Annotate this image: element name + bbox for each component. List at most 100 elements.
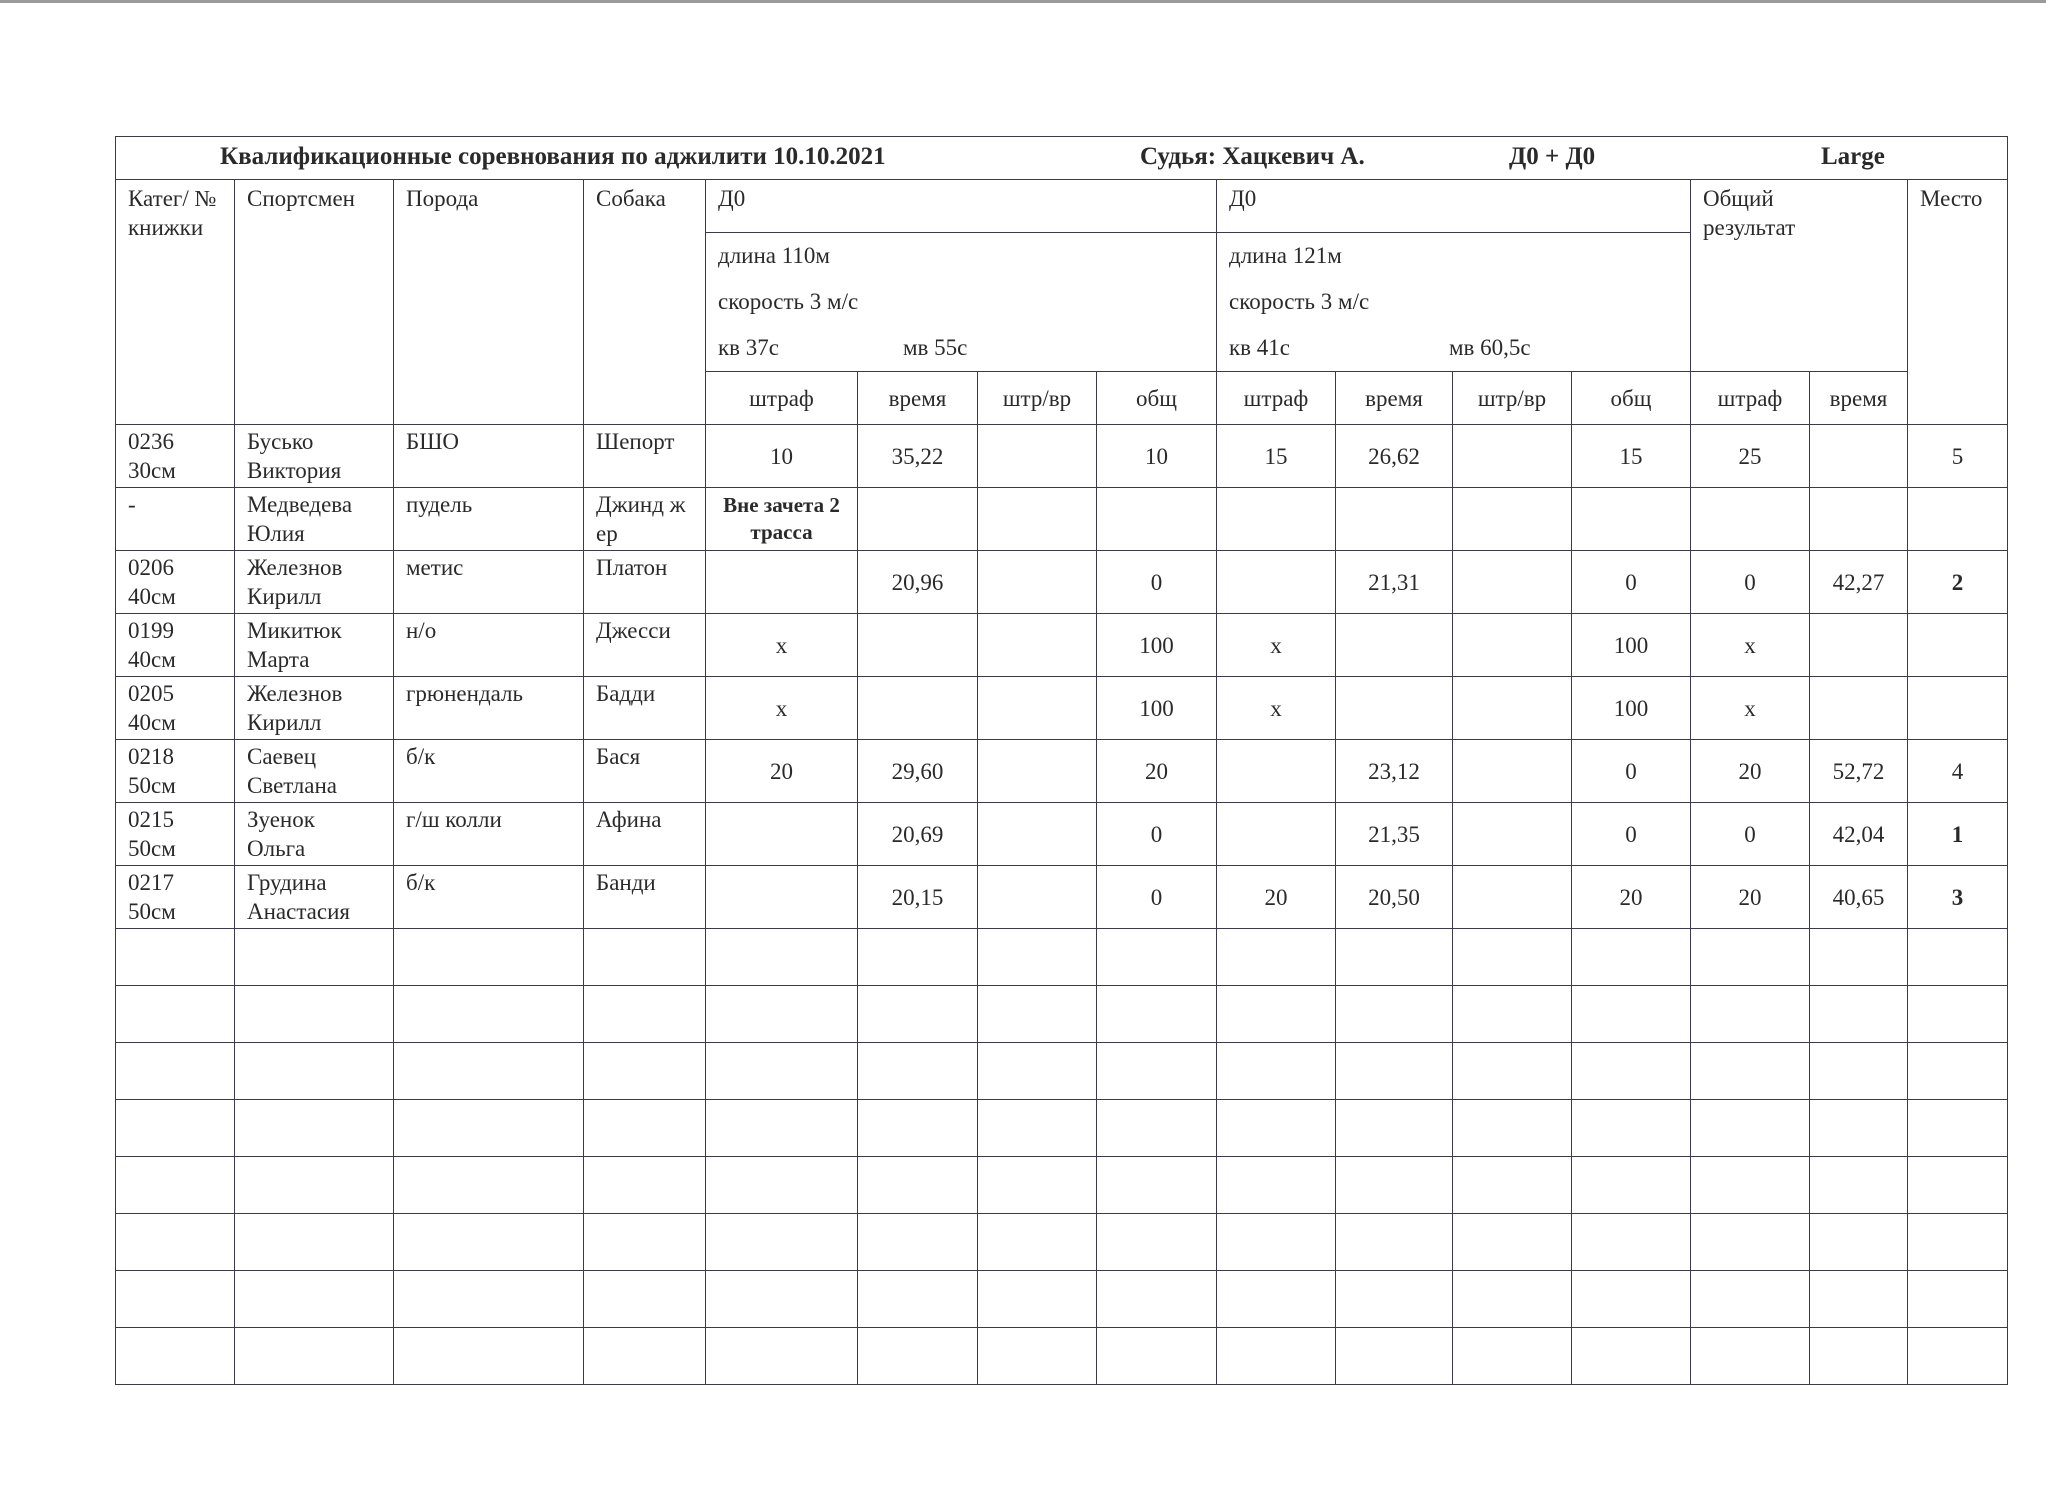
value-cell [1216,802,1336,866]
breed-cell: пудель [393,487,584,551]
athlete-surname: Микитюк [247,618,342,643]
empty-cell [977,1156,1097,1214]
dog-cell: Бася [583,739,706,803]
empty-cell [1809,1042,1908,1100]
value-cell [1571,487,1691,551]
empty-cell [1571,1213,1691,1271]
empty-cell [977,1213,1097,1271]
empty-row [115,1099,2009,1157]
value-cell: 20,96 [857,550,978,614]
empty-cell [234,1213,394,1271]
empty-cell [115,1213,235,1271]
book-number: 0215 [128,807,174,832]
empty-cell [1571,1042,1691,1100]
empty-cell [234,1327,394,1385]
results-table: Квалификационные соревнования по аджилит… [114,136,2009,1385]
empty-cell [1906,1042,2009,1100]
empty-cell [583,1156,706,1214]
table-row: 0217 50см Грудина Анастасия б/к Банди 20,15 0 20… [115,865,2009,929]
empty-row [115,1270,2009,1328]
value-cell [857,613,978,677]
empty-cell [705,1099,858,1157]
empty-cell [115,985,235,1043]
athlete-firstname: Кирилл [247,584,322,609]
empty-cell [1216,1270,1336,1328]
empty-cell [1335,928,1453,986]
value-cell [1452,676,1572,740]
value-cell [1452,739,1572,803]
empty-cell [393,985,584,1043]
value-cell: x [1690,676,1810,740]
athlete-surname: Зуенок [247,807,315,832]
height-category: 50см [128,899,176,924]
value-cell [1690,487,1810,551]
value-cell: 0 [1096,865,1217,929]
run2-speed: скорость 3 м/с [1229,289,1370,314]
value-cell: 100 [1096,676,1217,740]
height-category: 40см [128,647,176,672]
empty-cell [1096,1270,1217,1328]
value-cell: 20,50 [1335,865,1453,929]
empty-cell [1906,1327,2009,1385]
empty-cell [583,1327,706,1385]
value-cell [977,613,1097,677]
dog-cell: Шепорт [583,424,706,488]
athlete-firstname: Юлия [247,521,305,546]
table-row: - Медведева Юлия пудель Джинд жер Вне зачета … [115,487,2009,551]
empty-cell [1571,1270,1691,1328]
empty-cell [1690,1042,1810,1100]
empty-cell [1690,928,1810,986]
breed-cell: б/к [393,739,584,803]
empty-cell [1809,1099,1908,1157]
empty-cell [1335,1213,1453,1271]
value-cell [1216,550,1336,614]
value-cell [977,802,1097,866]
empty-cell [234,1156,394,1214]
value-cell [1452,613,1572,677]
empty-cell [583,1099,706,1157]
col-total: Общий результат [1690,179,1908,372]
value-cell: 15 [1216,424,1336,488]
value-cell [857,487,978,551]
empty-cell [1690,1327,1810,1385]
value-cell: 0 [1096,802,1217,866]
height-category: 40см [128,584,176,609]
value-cell [1809,424,1908,488]
empty-cell [1452,1156,1572,1214]
empty-cell [393,1213,584,1271]
category-cell: 0199 40см [115,613,235,677]
empty-cell [857,1156,978,1214]
empty-cell [393,1156,584,1214]
empty-row [115,928,2009,986]
empty-row [115,985,2009,1043]
breed-cell: б/к [393,865,584,929]
empty-cell [115,1270,235,1328]
dog-cell: Бадди [583,676,706,740]
empty-cell [1906,1156,2009,1214]
value-cell: 0 [1571,802,1691,866]
empty-cell [234,985,394,1043]
value-cell [1452,802,1572,866]
athlete-cell: Железнов Кирилл [234,676,394,740]
col-place: Место [1906,179,2009,425]
empty-cell [583,985,706,1043]
run1-mv: мв 55с [903,335,968,360]
empty-cell [1809,1213,1908,1271]
value-cell: 0 [1690,802,1810,866]
judge: Судья: Хацкевич А. [1140,143,1365,170]
empty-row [115,1327,2009,1385]
dog-cell: Джесси [583,613,706,677]
empty-cell [1216,1327,1336,1385]
book-number: - [128,492,136,517]
empty-cell [583,1213,706,1271]
scan-edge [0,0,2046,3]
value-cell [1335,487,1453,551]
empty-cell [1335,1099,1453,1157]
table-row: 0236 30см Бусько Виктория БШО Шепорт 10 35,22 10… [115,424,2009,488]
height-category: 40см [128,710,176,735]
athlete-cell: Железнов Кирилл [234,550,394,614]
empty-cell [1690,1099,1810,1157]
empty-cell [1452,928,1572,986]
empty-cell [1690,1270,1810,1328]
empty-cell [857,928,978,986]
